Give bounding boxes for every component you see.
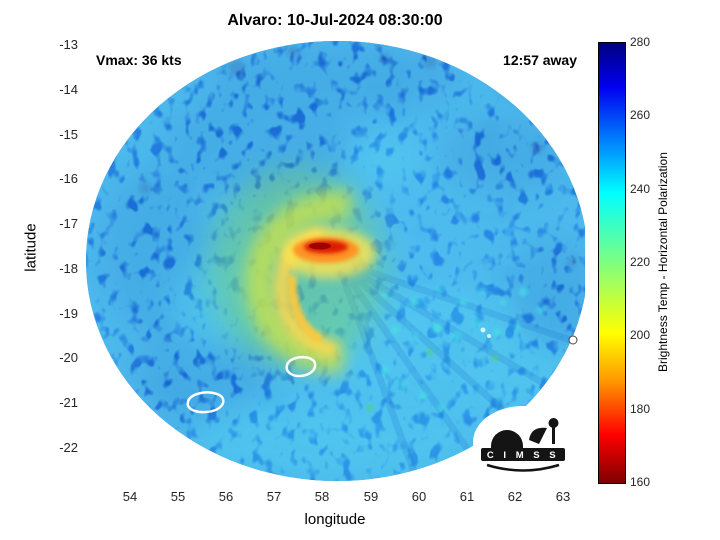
y-tick-label: -13 — [59, 37, 78, 52]
logo-text: C I M S S — [487, 450, 559, 461]
figure-title: Alvaro: 10-Jul-2024 08:30:00 — [227, 12, 443, 29]
y-tick-label: -19 — [59, 306, 78, 321]
colorbar-tick-label: 280 — [630, 35, 651, 49]
y-axis-label: latitude — [22, 223, 40, 272]
brightness-temp-image: C I M S S — [86, 41, 588, 481]
logo-dome — [491, 430, 523, 448]
y-tick-label: -14 — [59, 82, 78, 97]
colorbar-tick-label: 260 — [630, 108, 651, 122]
colorbar-tick-label: 160 — [630, 475, 651, 489]
y-tick-label: -21 — [59, 395, 78, 410]
colorbar-tick-label: 180 — [630, 402, 651, 416]
y-tick-label: -20 — [59, 350, 78, 365]
green-specks — [367, 349, 498, 411]
vmax-annotation: Vmax: 36 kts — [96, 52, 182, 68]
x-tick-label: 63 — [555, 489, 571, 504]
time-away-annotation: 12:57 away — [503, 52, 577, 68]
white-contours — [186, 355, 317, 414]
x-tick-label: 55 — [170, 489, 186, 504]
colorbar — [598, 42, 626, 484]
logo-band — [481, 448, 565, 461]
bright-specks — [480, 327, 491, 338]
x-axis-label: longitude — [304, 511, 366, 528]
y-tick-label: -22 — [59, 440, 78, 455]
y-tick-label: -17 — [59, 216, 78, 231]
x-tick-label: 58 — [314, 489, 330, 504]
logo-dish — [529, 427, 547, 444]
cimss-logo: C I M S S — [473, 406, 573, 478]
x-tick-label: 61 — [459, 489, 475, 504]
colorbar-label: Brightness Temp - Horizontal Polarizatio… — [656, 152, 670, 372]
y-tick-label: -16 — [59, 171, 78, 186]
storm-field — [86, 41, 588, 481]
plot-area: C I M S S — [85, 40, 588, 482]
x-tick-label: 59 — [363, 489, 379, 504]
x-tick-label: 60 — [411, 489, 427, 504]
logo-tower — [552, 426, 555, 444]
x-tick-label: 56 — [218, 489, 234, 504]
x-tick-label: 54 — [122, 489, 138, 504]
edge-artifact-speck — [568, 335, 578, 345]
convective-core — [280, 228, 376, 278]
cold-speckle-band — [381, 287, 543, 411]
x-tick-label: 62 — [507, 489, 523, 504]
colorbar-tick-label: 200 — [630, 328, 651, 342]
x-tick-label: 57 — [266, 489, 282, 504]
colorbar-tick-label: 240 — [630, 182, 651, 196]
y-tick-label: -15 — [59, 127, 78, 142]
y-tick-label: -18 — [59, 261, 78, 276]
colorbar-tick-label: 220 — [630, 255, 651, 269]
